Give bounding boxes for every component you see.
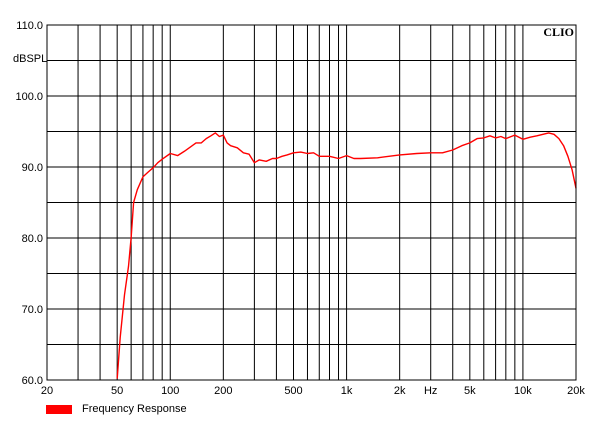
x-tick-label: 5k (464, 385, 476, 397)
y-tick-label: 110.0 (16, 20, 43, 32)
legend-swatch (46, 404, 72, 414)
x-tick-label: 100 (161, 385, 179, 397)
series-layer (116, 132, 577, 379)
legend-label: Frequency Response (82, 403, 187, 415)
y-tick-label: 60.0 (22, 375, 43, 387)
x-tick-labels: 20 50 100 200 500 1k 2k Hz 5k 10k 20k (41, 385, 585, 397)
legend: Frequency Response (46, 403, 187, 415)
x-tick-label: 10k (514, 385, 532, 397)
brand-logo-text: CLIO (543, 25, 574, 39)
grid (47, 25, 576, 380)
x-tick-label: 200 (214, 385, 232, 397)
x-tick-label: 500 (284, 385, 302, 397)
y-axis-label: dBSPL (13, 53, 47, 65)
y-tick-labels: 60.0 70.0 80.0 90.0 100.0 110.0 (15, 20, 43, 387)
x-tick-label: 1k (341, 385, 353, 397)
x-tick-label: 50 (111, 385, 123, 397)
series-line-frequency-response (116, 132, 577, 379)
y-tick-label: 100.0 (15, 91, 43, 103)
x-tick-label: 2k (394, 385, 406, 397)
y-tick-label: 90.0 (22, 162, 43, 174)
x-tick-label: 20k (567, 385, 585, 397)
y-tick-label: 80.0 (22, 233, 43, 245)
x-tick-label: 20 (41, 385, 53, 397)
plot-frame (46, 24, 577, 381)
x-tick-label: Hz (424, 385, 437, 397)
y-tick-label: 70.0 (22, 304, 43, 316)
